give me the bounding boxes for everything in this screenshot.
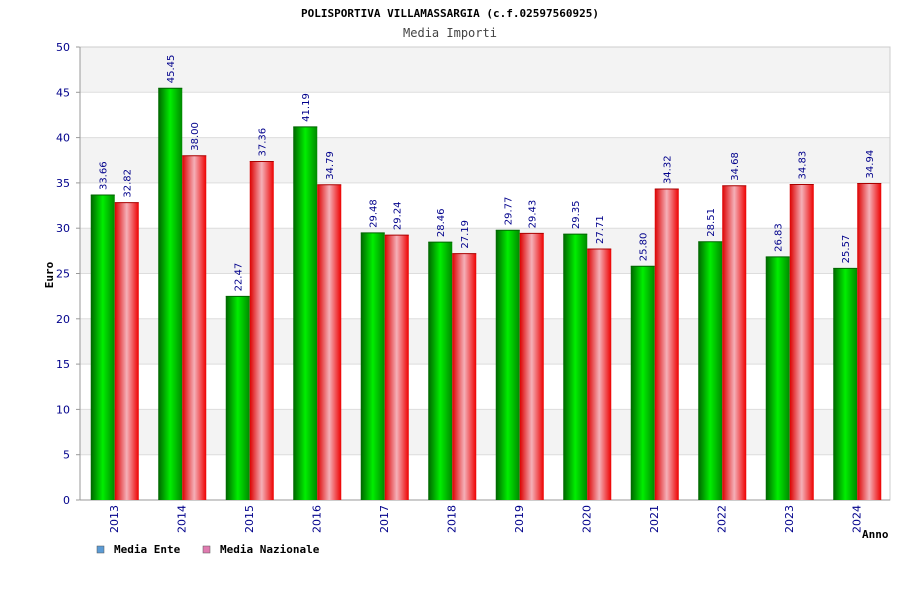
plot-band	[80, 409, 890, 455]
y-tick-label: 50	[56, 41, 70, 54]
y-tick-label: 10	[56, 403, 70, 416]
bar	[158, 88, 183, 501]
y-tick-label: 20	[56, 313, 70, 326]
bar	[587, 248, 612, 500]
plot-band	[80, 273, 890, 319]
bars	[90, 87, 882, 501]
data-label: 27.71	[595, 215, 606, 244]
plot-band	[80, 182, 890, 229]
value-labels: 33.66 32.82 45.45 38.00 22.47 37.36 41.19 34.79…	[99, 55, 877, 292]
x-tick-label: 2015	[243, 505, 256, 533]
bar	[519, 233, 544, 500]
y-tick-label: 45	[56, 86, 70, 99]
data-label: 29.43	[528, 200, 539, 229]
data-label: 29.77	[504, 197, 515, 226]
data-label: 32.82	[123, 169, 134, 198]
x-tick-label: 2024	[850, 505, 863, 533]
x-tick-label: 2019	[513, 505, 526, 533]
x-axis-label: Anno	[862, 528, 889, 541]
data-label: 34.68	[730, 152, 741, 181]
data-label: 22.47	[234, 263, 245, 292]
x-tick-labels: 2013 2014 2015 2016 2017 2018 2019 2020 2021 2022…	[108, 505, 864, 533]
data-label: 29.35	[571, 200, 582, 229]
legend-label-media-ente: Media Ente	[114, 543, 181, 556]
bar	[90, 195, 115, 500]
plot-band	[80, 47, 890, 93]
x-tick-label: 2013	[108, 505, 121, 533]
plot-band	[80, 92, 890, 138]
x-tick-label: 2023	[783, 505, 796, 533]
bar	[293, 126, 318, 500]
x-tick-label: 2014	[175, 505, 188, 533]
bar	[698, 241, 723, 500]
bar	[563, 234, 588, 501]
data-label: 37.36	[258, 128, 269, 157]
data-label: 29.24	[393, 201, 404, 230]
bar	[384, 235, 409, 500]
plot-band	[80, 454, 890, 500]
y-tick-label: 30	[56, 222, 70, 235]
bar	[722, 185, 747, 500]
bar	[225, 296, 250, 500]
data-label: 26.83	[774, 223, 785, 252]
bar	[317, 184, 342, 500]
x-tick-label: 2020	[580, 505, 593, 533]
y-tick-label: 40	[56, 132, 70, 145]
chart-title: POLISPORTIVA VILLAMASSARGIA (c.f.0259756…	[301, 7, 599, 20]
chart-subtitle: Media Importi	[403, 26, 497, 40]
bar	[182, 155, 207, 500]
data-label: 41.19	[301, 93, 312, 122]
legend: Media Ente Media Nazionale	[96, 543, 320, 556]
y-tick-label: 0	[63, 494, 70, 507]
bar	[857, 183, 882, 500]
bar	[833, 268, 858, 500]
data-label: 29.48	[369, 199, 380, 228]
data-label: 34.83	[798, 151, 809, 180]
bar	[249, 161, 274, 500]
y-tick-label: 15	[56, 358, 70, 371]
legend-label-media-nazionale: Media Nazionale	[220, 543, 320, 556]
bar	[114, 202, 139, 500]
legend-swatch-media-ente	[96, 545, 105, 554]
bar	[654, 189, 679, 501]
x-tick-label: 2018	[445, 505, 458, 533]
legend-swatch-media-nazionale	[202, 545, 211, 554]
plot-background	[80, 47, 890, 500]
bar	[428, 242, 453, 500]
data-label: 33.66	[99, 161, 110, 190]
data-label: 45.45	[166, 55, 177, 84]
data-label: 34.94	[865, 150, 876, 179]
x-tick-label: 2022	[715, 505, 728, 533]
data-label: 38.00	[190, 122, 201, 151]
bar	[630, 266, 655, 500]
y-tick-label: 35	[56, 177, 70, 190]
plot-band	[80, 364, 890, 410]
data-label: 25.80	[639, 233, 650, 262]
y-axis-label: Euro	[43, 261, 56, 288]
bar	[495, 230, 520, 500]
bar	[789, 184, 814, 501]
x-tick-label: 2016	[310, 505, 323, 533]
x-tick-label: 2021	[648, 505, 661, 533]
y-tick-label: 5	[63, 449, 70, 462]
y-tick-labels: 0 5 10 15 20 25 30 35 40 45 50	[56, 41, 70, 507]
plot-band	[80, 228, 890, 274]
bar	[765, 256, 790, 500]
bar	[452, 253, 477, 500]
data-label: 25.57	[841, 235, 852, 264]
data-label: 27.19	[460, 220, 471, 249]
plot-band	[80, 318, 890, 365]
bar	[360, 232, 385, 500]
data-label: 28.51	[706, 208, 717, 237]
data-label: 34.32	[663, 155, 674, 184]
plot-band	[80, 137, 890, 183]
y-tick-label: 25	[56, 268, 70, 281]
x-tick-label: 2017	[378, 505, 391, 533]
data-label: 34.79	[325, 151, 336, 180]
data-label: 28.46	[436, 209, 447, 238]
